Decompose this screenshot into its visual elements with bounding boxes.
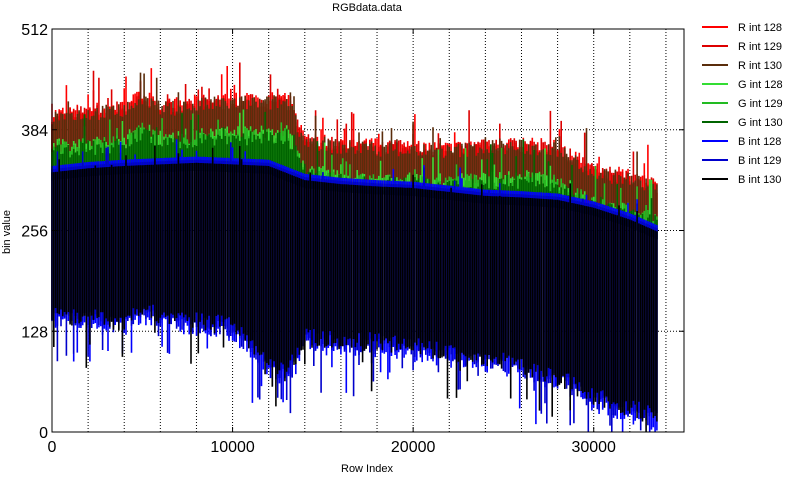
legend: R int 128 R int 129 R int 130 G int 128 G in… (702, 22, 783, 186)
legend-label: B int 130 (738, 174, 781, 186)
y-tick-label: 128 (21, 324, 48, 341)
x-tick-label: 30000 (571, 439, 616, 456)
legend-item: R int 130 (702, 60, 782, 72)
legend-item: R int 128 (702, 22, 782, 34)
y-tick-label: 0 (39, 425, 48, 442)
chart-title: RGBdata.data (332, 2, 403, 14)
legend-item: G int 129 (702, 98, 783, 110)
y-tick-label: 384 (21, 123, 48, 140)
legend-label: B int 129 (738, 155, 781, 167)
legend-item: G int 128 (702, 79, 783, 91)
plot-data (51, 62, 658, 432)
legend-label: R int 128 (738, 22, 782, 34)
legend-item: B int 128 (702, 136, 781, 148)
x-tick-label: 10000 (210, 439, 255, 456)
x-tick-label: 20000 (391, 439, 436, 456)
x-axis-label: Row Index (341, 463, 393, 475)
x-axis: 0 10000 20000 30000 (48, 29, 616, 456)
legend-label: G int 130 (738, 117, 783, 129)
legend-label: R int 130 (738, 60, 782, 72)
x-tick-label: 0 (48, 439, 57, 456)
legend-item: B int 130 (702, 174, 781, 186)
legend-label: G int 128 (738, 79, 783, 91)
legend-label: G int 129 (738, 98, 783, 110)
legend-item: R int 129 (702, 41, 782, 53)
y-tick-label: 512 (21, 22, 48, 39)
y-axis: 0 128 256 384 512 (21, 22, 684, 442)
legend-item: B int 129 (702, 155, 781, 167)
y-axis-label: bin value (1, 210, 13, 254)
y-tick-label: 256 (21, 224, 48, 241)
legend-label: B int 128 (738, 136, 781, 148)
legend-label: R int 129 (738, 41, 782, 53)
legend-item: G int 130 (702, 117, 783, 129)
